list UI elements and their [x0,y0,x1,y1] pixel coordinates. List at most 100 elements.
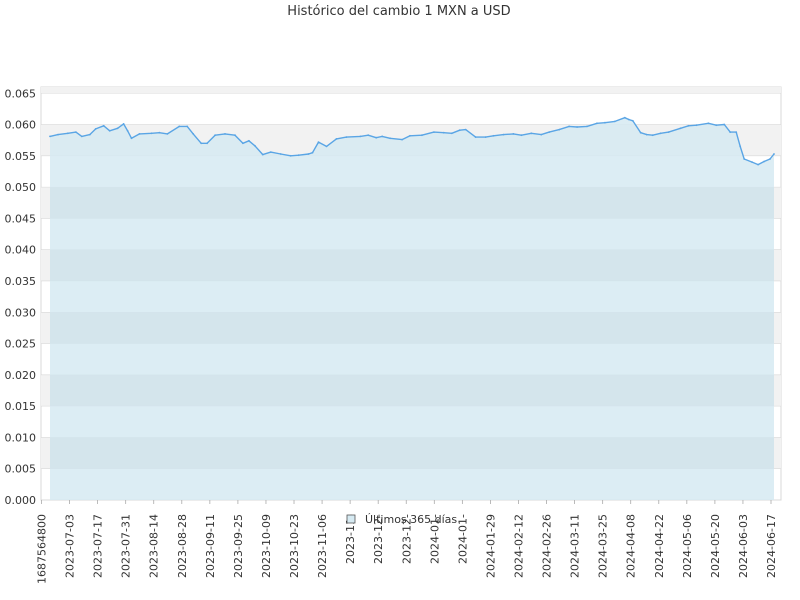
data-point [80,135,83,138]
data-point [289,154,292,157]
data-point [502,133,505,136]
y-tick-label: 0.000 [5,494,37,507]
x-tick-label: 2024-02-12 [513,514,526,578]
data-point [757,163,759,166]
data-point [659,132,662,135]
data-point [751,161,753,164]
data-point [679,127,682,130]
data-point [464,128,467,131]
x-tick-label: 2024-01- [428,514,441,564]
y-tick-label: 0.045 [5,212,37,225]
y-tick-label: 0.010 [5,431,37,444]
area-band-shade [50,250,774,281]
data-point [769,158,771,160]
data-point [548,131,551,134]
x-tick-label: 2023-07-31 [120,514,133,578]
data-point [150,132,153,135]
data-point [214,134,217,137]
data-point [325,145,328,148]
data-point [178,125,181,128]
data-point [67,132,69,135]
legend-swatch [346,514,356,524]
series-area [50,117,774,500]
data-point [604,121,606,124]
data-point [116,127,119,130]
data-point [631,119,634,122]
data-point [723,123,726,126]
data-point [269,151,272,154]
data-point [558,128,561,131]
y-tick-label: 0.040 [5,244,37,257]
data-point [707,122,710,125]
data-point [540,133,543,136]
data-point [773,153,775,155]
y-tick-label: 0.055 [5,150,37,163]
data-point [520,134,523,137]
data-point [458,129,461,132]
x-tick-label: 2024-04-22 [653,514,666,578]
data-point [335,138,338,140]
x-tick-label: 2024-05-06 [681,514,694,578]
x-tick-label: 2023-08-28 [176,514,189,578]
x-tick-label: 2024-01-29 [484,514,497,578]
data-point [206,142,209,145]
y-tick-label: 0.035 [5,275,37,288]
data-point [158,131,161,134]
data-point [254,144,256,147]
data-point [49,135,51,138]
y-tick-label: 0.060 [5,119,37,132]
data-point [401,138,403,141]
data-point [381,135,384,138]
x-tick-label: 2024-03-25 [597,514,610,578]
data-point [530,132,533,135]
area-band-shade [50,187,774,218]
x-tick-label: 2023-10-09 [260,514,273,578]
data-point [234,134,236,137]
x-tick-label: 2024-06-03 [737,514,750,578]
data-point [433,131,435,134]
data-point [224,133,226,135]
data-point [248,139,250,142]
data-point [484,136,487,139]
data-point [743,158,746,160]
x-tick-label: 2023-12- [372,514,385,564]
data-point [627,118,630,121]
x-tick-label: 2023-07-03 [64,514,77,578]
data-point [614,120,616,123]
x-tick-label: 2024-03-11 [569,514,582,578]
data-point [359,135,362,138]
data-point [729,131,732,134]
data-point [311,151,314,154]
data-point [192,133,195,135]
plot-area [49,116,775,500]
data-point [667,131,670,134]
data-point [474,136,477,139]
x-tick-label: 1687564800 [36,514,49,584]
data-point [200,142,203,145]
data-point [421,134,423,137]
chart-title: Histórico del cambio 1 MXN a USD [287,4,510,19]
x-tick-label: 2023-12- [400,514,413,564]
y-tick-label: 0.005 [5,463,37,476]
data-point [367,134,370,137]
data-point [735,131,738,134]
data-point [409,134,411,137]
legend[interactable]: Últimos 365 días [346,513,457,526]
x-axis: 1687564800 2023-07-03 2023-07-17 2023-07-31… [36,500,778,584]
y-tick-label: 0.065 [5,87,37,100]
data-point [126,129,129,132]
x-tick-label: 2023-10-23 [288,514,301,578]
data-point [345,136,348,139]
data-point [568,125,570,128]
y-tick-label: 0.030 [5,306,37,319]
data-point [138,133,141,135]
data-point [186,125,189,128]
data-point [57,133,59,136]
legend-label: Últimos 365 días [365,513,457,526]
data-point [279,153,282,155]
data-point [375,136,378,139]
data-point [307,153,310,155]
x-tick-label: 2023-11-06 [316,514,329,578]
x-tick-label: 2024-02-26 [541,514,554,578]
y-tick-label: 0.015 [5,400,37,413]
